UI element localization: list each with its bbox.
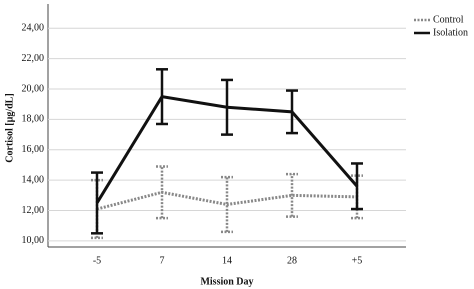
- legend-label: Isolation: [433, 27, 468, 38]
- y-tick-label: 16,00: [22, 144, 45, 155]
- y-tick-label: 12,00: [22, 205, 45, 216]
- series-line: [96, 190, 358, 211]
- y-tick-label: 10,00: [22, 235, 45, 246]
- legend-label: Control: [433, 14, 464, 25]
- x-tick-label: 28: [287, 255, 297, 266]
- y-tick-label: 18,00: [22, 114, 45, 125]
- x-tick-label: +5: [352, 255, 363, 266]
- x-tick-label: 7: [160, 255, 165, 266]
- y-tick-label: 22,00: [22, 53, 45, 64]
- y-tick-label: 24,00: [22, 23, 45, 34]
- x-axis-label: Mission Day: [200, 276, 253, 287]
- x-tick-label: 14: [222, 255, 232, 266]
- x-tick-label: -5: [93, 255, 101, 266]
- y-tick-label: 20,00: [22, 83, 45, 94]
- series-line: [95, 95, 359, 204]
- y-axis-label: Cortisol [µg/dL]: [4, 93, 15, 162]
- y-tick-label: 14,00: [22, 174, 45, 185]
